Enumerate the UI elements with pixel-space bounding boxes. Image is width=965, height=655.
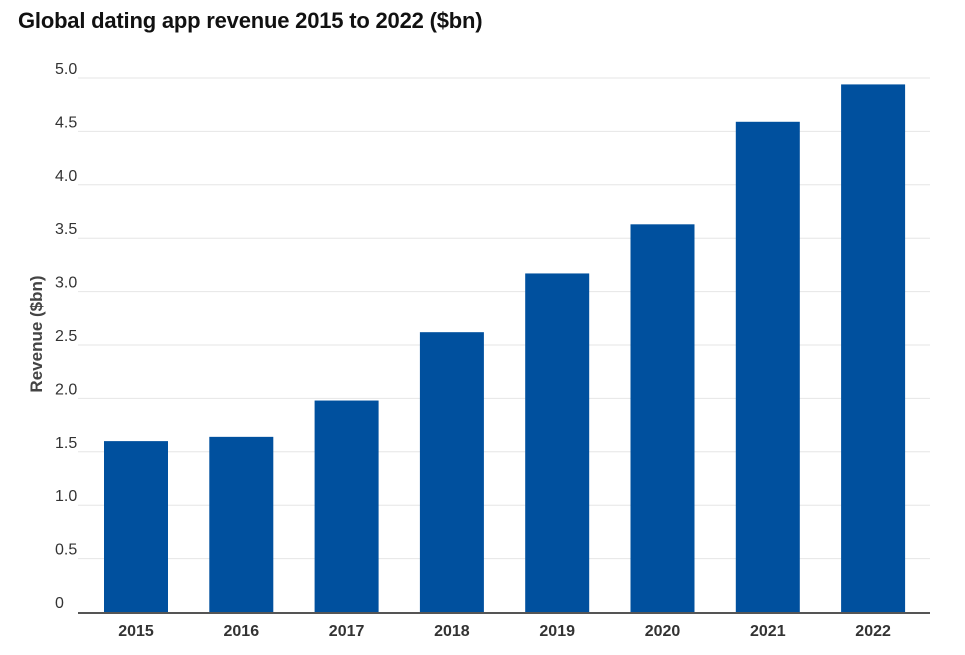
bar-2019 [525, 273, 590, 612]
x-tick-label: 2018 [434, 623, 470, 640]
bar-2022 [841, 84, 906, 612]
y-tick-labels: 0 0.5 1.0 1.5 2.0 2.5 3.0 3.5 4.0 4.5 5.0 [55, 61, 77, 612]
x-tick-label: 2021 [750, 623, 786, 640]
y-axis-label: Revenue ($bn) [27, 275, 46, 392]
chart-title: Global dating app revenue 2015 to 2022 (… [18, 8, 483, 33]
y-tick-label: 3.5 [55, 221, 77, 238]
x-tick-label: 2020 [645, 623, 681, 640]
gridlines [78, 77, 930, 560]
y-tick-label: 0.5 [55, 542, 77, 559]
bar-2015 [104, 441, 168, 612]
bar-2021 [735, 121, 800, 613]
y-tick-label: 2.5 [55, 328, 77, 345]
bar-2017 [314, 400, 379, 612]
x-tick-label: 2016 [224, 623, 260, 640]
x-tick-labels: 2015 2016 2017 2018 2019 2020 2021 2022 [118, 623, 891, 640]
y-tick-label: 2.0 [55, 381, 77, 398]
bar-2018 [419, 332, 484, 612]
bar-2020 [630, 224, 695, 613]
x-tick-label: 2015 [118, 623, 154, 640]
x-tick-label: 2019 [539, 623, 575, 640]
y-tick-label: 4.5 [55, 114, 77, 131]
bars [104, 84, 906, 613]
y-tick-label: 1.5 [55, 435, 77, 452]
x-tick-label: 2017 [329, 623, 365, 640]
x-tick-label: 2022 [855, 623, 891, 640]
y-tick-label: 0 [55, 595, 64, 612]
y-tick-label: 5.0 [55, 61, 77, 78]
y-tick-label: 3.0 [55, 275, 77, 292]
y-tick-label: 4.0 [55, 168, 77, 185]
bar-2016 [209, 436, 274, 612]
y-tick-label: 1.0 [55, 488, 77, 505]
